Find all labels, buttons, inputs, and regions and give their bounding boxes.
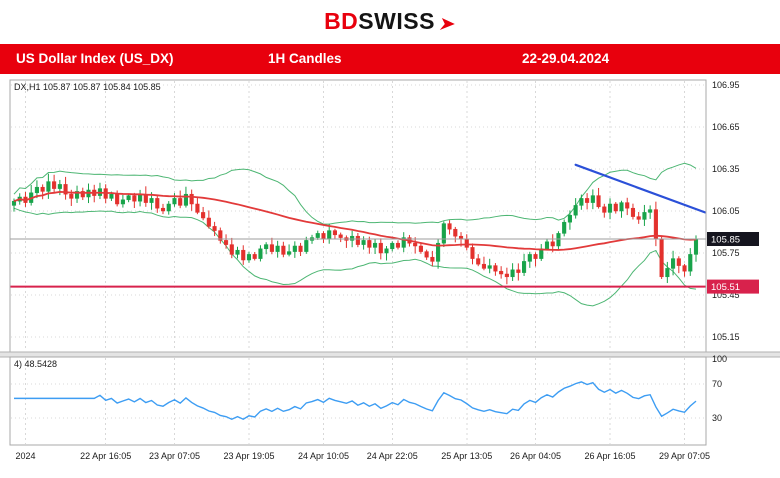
brand-header: BD SWISS bbox=[0, 0, 780, 42]
svg-text:106.65: 106.65 bbox=[712, 122, 740, 132]
svg-text:105.15: 105.15 bbox=[712, 332, 740, 342]
svg-text:24 Apr 22:05: 24 Apr 22:05 bbox=[367, 451, 418, 461]
svg-text:23 Apr 07:05: 23 Apr 07:05 bbox=[149, 451, 200, 461]
price-chart-canvas[interactable]: 106.95106.65106.35106.05105.75105.45105.… bbox=[0, 78, 780, 470]
svg-text:105.85: 105.85 bbox=[711, 235, 740, 246]
logo-bd-text: BD bbox=[324, 7, 359, 34]
svg-text:105.45: 105.45 bbox=[712, 290, 740, 300]
ohlc-readout: DX,H1 105.87 105.87 105.84 105.85 bbox=[14, 82, 161, 92]
svg-text:106.35: 106.35 bbox=[712, 164, 740, 174]
svg-text:25 Apr 13:05: 25 Apr 13:05 bbox=[441, 451, 492, 461]
logo-swiss-text: SWISS bbox=[358, 7, 435, 34]
logo-arrow-icon bbox=[439, 17, 455, 30]
svg-text:106.05: 106.05 bbox=[712, 206, 740, 216]
title-banner: US Dollar Index (US_DX) 1H Candles 22-29… bbox=[0, 44, 780, 74]
svg-text:105.51: 105.51 bbox=[711, 282, 740, 293]
bdswiss-logo: BD SWISS bbox=[324, 8, 456, 35]
svg-text:26 Apr 16:05: 26 Apr 16:05 bbox=[585, 451, 636, 461]
svg-text:100: 100 bbox=[712, 354, 727, 364]
chart-area: 106.95 106.65 106.35 106.05 105.75 105.45 105.… bbox=[0, 78, 780, 470]
svg-text:70: 70 bbox=[712, 379, 722, 389]
svg-text:105.75: 105.75 bbox=[712, 248, 740, 258]
svg-text:29 Apr 07:05: 29 Apr 07:05 bbox=[659, 451, 710, 461]
svg-text:30: 30 bbox=[712, 413, 722, 423]
rsi-value-readout: 4) 48.5428 bbox=[14, 359, 58, 369]
svg-text:24 Apr 10:05: 24 Apr 10:05 bbox=[298, 451, 349, 461]
timeframe-label: 1H Candles bbox=[268, 51, 342, 66]
date-range-label: 22-29.04.2024 bbox=[522, 51, 610, 66]
svg-text:22 Apr 16:05: 22 Apr 16:05 bbox=[80, 451, 131, 461]
svg-text:26 Apr 04:05: 26 Apr 04:05 bbox=[510, 451, 561, 461]
instrument-title: US Dollar Index (US_DX) bbox=[16, 51, 174, 66]
svg-text:106.95: 106.95 bbox=[712, 80, 740, 90]
svg-text:23 Apr 19:05: 23 Apr 19:05 bbox=[223, 451, 274, 461]
svg-text:2024: 2024 bbox=[15, 451, 35, 461]
